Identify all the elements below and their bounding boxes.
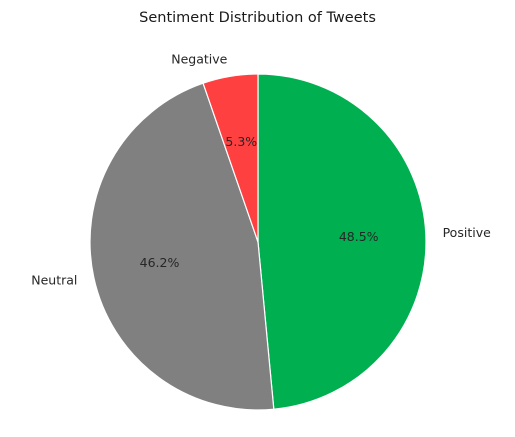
pie-labels: Positive 48.5% Neutral 46.2% Negative 5.3%: [31, 51, 491, 287]
pie-slice-negative: [202, 73, 259, 243]
slice-percent-positive: 48.5%: [339, 229, 379, 244]
pie-slice-neutral: [89, 82, 275, 411]
slice-label-positive: Positive: [443, 225, 491, 240]
slice-label-neutral: Neutral: [31, 273, 77, 288]
slice-label-negative: Negative: [171, 51, 227, 66]
slice-percent-neutral: 46.2%: [140, 255, 180, 270]
slice-percent-negative: 5.3%: [225, 134, 257, 149]
pie-slice-positive: [257, 73, 427, 410]
chart-title: Sentiment Distribution of Tweets: [139, 10, 376, 26]
pie-slices: [89, 73, 427, 411]
